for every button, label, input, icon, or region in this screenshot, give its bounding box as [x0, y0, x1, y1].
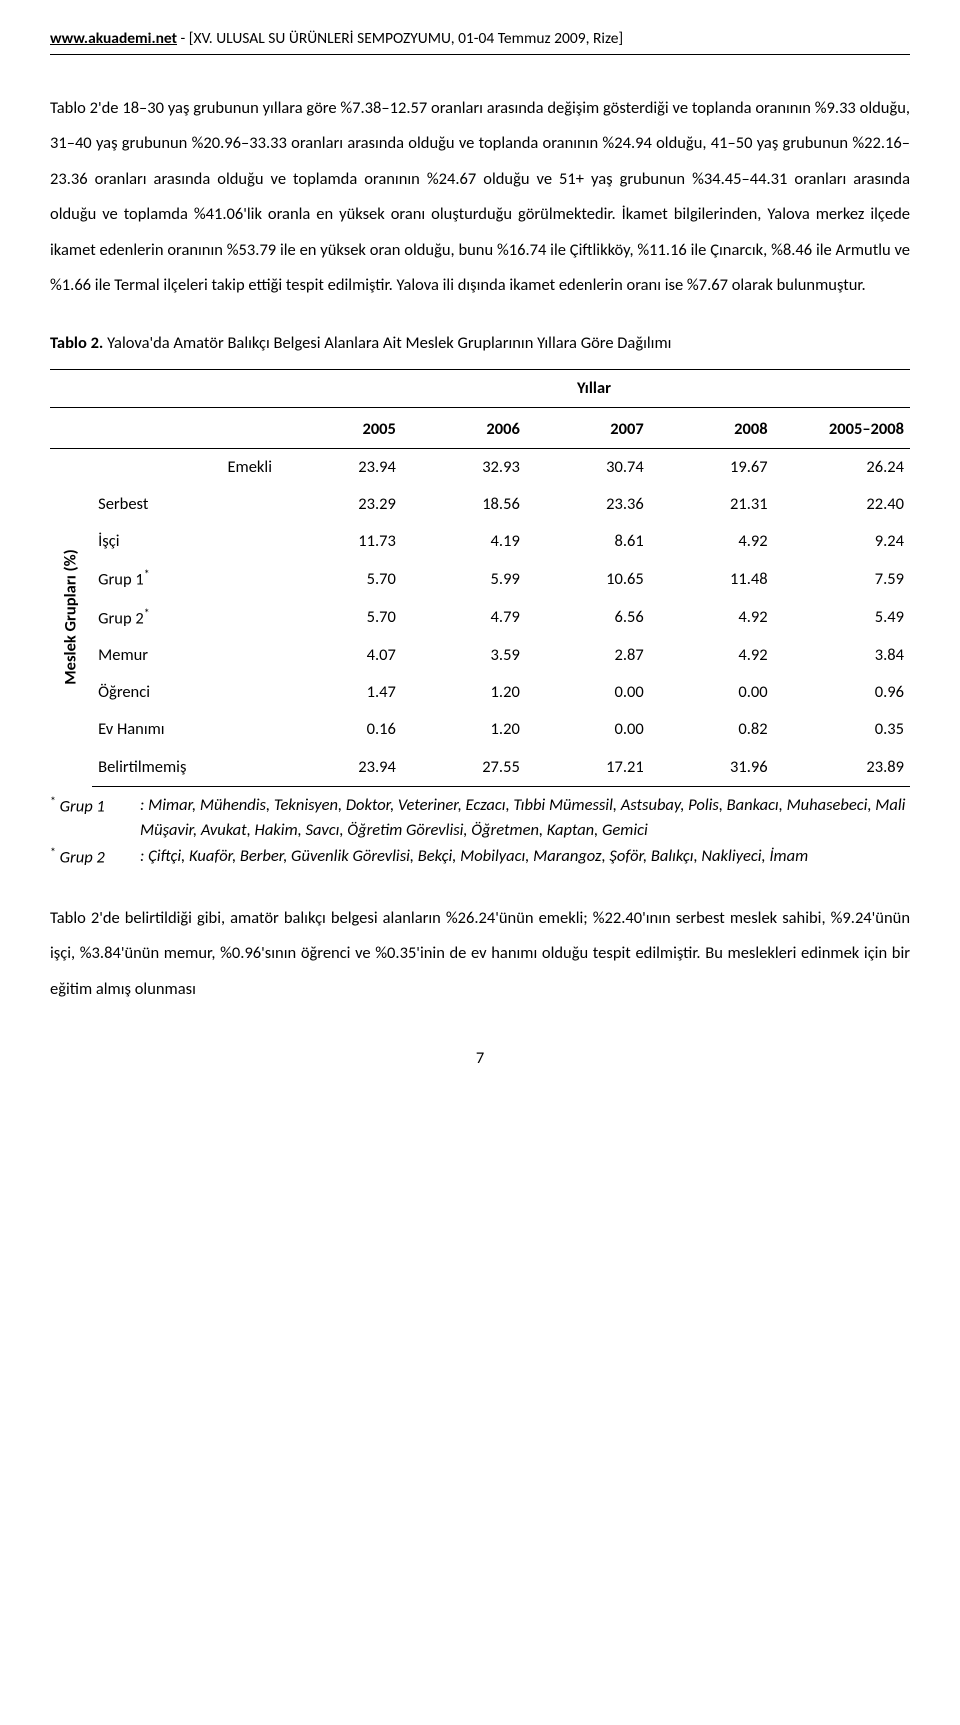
cell: 27.55 — [402, 749, 526, 787]
cell: 0.00 — [526, 674, 650, 711]
table-row: Meslek Grupları (%)Emekli23.9432.9330.74… — [50, 448, 910, 486]
cell: 0.16 — [278, 711, 402, 748]
cell: 8.61 — [526, 523, 650, 560]
cell: 21.31 — [650, 486, 774, 523]
col-2008: 2008 — [650, 407, 774, 448]
table-wrap: Yıllar 2005 2006 2007 2008 2005–2008 Mes… — [50, 369, 910, 787]
cell: 7.59 — [774, 560, 910, 599]
header-site: www.akuademi.net — [50, 29, 177, 48]
cell: 4.79 — [402, 599, 526, 638]
cell: 17.21 — [526, 749, 650, 787]
header-divider — [50, 54, 910, 55]
cell: 23.29 — [278, 486, 402, 523]
footnote-text: : Mimar, Mühendis, Teknisyen, Doktor, Ve… — [140, 793, 910, 844]
table-row: Serbest23.2918.5623.3621.3122.40 — [50, 486, 910, 523]
table-row: Öğrenci1.471.200.000.000.96 — [50, 674, 910, 711]
cell: 19.67 — [650, 448, 774, 486]
caption-rest: Yalova'da Amatör Balıkçı Belgesi Alanlar… — [103, 333, 671, 353]
paragraph-1: Tablo 2'de 18–30 yaş grubunun yıllara gö… — [50, 91, 910, 304]
table-row: Memur4.073.592.874.923.84 — [50, 637, 910, 674]
page-number: 7 — [50, 1047, 910, 1070]
cell: 9.24 — [774, 523, 910, 560]
cell: 32.93 — [402, 448, 526, 486]
cell: 1.20 — [402, 711, 526, 748]
cell: 5.49 — [774, 599, 910, 638]
columns-super-header: Yıllar — [278, 369, 910, 407]
cell: 4.19 — [402, 523, 526, 560]
caption-lead: Tablo 2. — [50, 333, 103, 353]
row-label: Memur — [92, 637, 278, 674]
footnote-key: * Grup 1 — [50, 793, 140, 844]
vertical-axis-label-cell: Meslek Grupları (%) — [50, 448, 92, 786]
cell: 4.92 — [650, 523, 774, 560]
cell: 5.70 — [278, 560, 402, 599]
row-label: Öğrenci — [92, 674, 278, 711]
cell: 23.94 — [278, 448, 402, 486]
table-footnotes: * Grup 1: Mimar, Mühendis, Teknisyen, Do… — [50, 793, 910, 871]
cell: 0.96 — [774, 674, 910, 711]
col-2006: 2006 — [402, 407, 526, 448]
footnote-text: : Çiftçi, Kuaför, Berber, Güvenlik Görev… — [140, 844, 910, 871]
cell: 11.73 — [278, 523, 402, 560]
table-row: Belirtilmemiş23.9427.5517.2131.9623.89 — [50, 749, 910, 787]
row-label: Ev Hanımı — [92, 711, 278, 748]
row-label: Emekli — [92, 448, 278, 486]
cell: 10.65 — [526, 560, 650, 599]
cell: 0.00 — [650, 674, 774, 711]
table-row: İşçi11.734.198.614.929.24 — [50, 523, 910, 560]
cell: 3.84 — [774, 637, 910, 674]
cell: 0.00 — [526, 711, 650, 748]
header-rest: - [XV. ULUSAL SU ÜRÜNLERİ SEMPOZYUMU, 01… — [177, 29, 623, 48]
cell: 0.82 — [650, 711, 774, 748]
cell: 3.59 — [402, 637, 526, 674]
table-body: Meslek Grupları (%)Emekli23.9432.9330.74… — [50, 448, 910, 786]
footnote-row: * Grup 1: Mimar, Mühendis, Teknisyen, Do… — [50, 793, 910, 844]
cell: 11.48 — [650, 560, 774, 599]
cell: 1.20 — [402, 674, 526, 711]
row-label: Belirtilmemiş — [92, 749, 278, 787]
cell: 5.70 — [278, 599, 402, 638]
cell: 26.24 — [774, 448, 910, 486]
cell: 5.99 — [402, 560, 526, 599]
row-label: Serbest — [92, 486, 278, 523]
col-2005: 2005 — [278, 407, 402, 448]
vertical-axis-label: Meslek Grupları (%) — [60, 550, 83, 686]
cell: 22.40 — [774, 486, 910, 523]
cell: 6.56 — [526, 599, 650, 638]
cell: 4.92 — [650, 599, 774, 638]
cell: 1.47 — [278, 674, 402, 711]
row-label: İşçi — [92, 523, 278, 560]
table-row: Grup 2*5.704.796.564.925.49 — [50, 599, 910, 638]
cell: 23.89 — [774, 749, 910, 787]
page-header: www.akuademi.net - [XV. ULUSAL SU ÜRÜNLE… — [50, 28, 910, 50]
col-2007: 2007 — [526, 407, 650, 448]
cell: 0.35 — [774, 711, 910, 748]
table-row: Grup 1*5.705.9910.6511.487.59 — [50, 560, 910, 599]
col-total: 2005–2008 — [774, 407, 910, 448]
cell: 31.96 — [650, 749, 774, 787]
cell: 23.94 — [278, 749, 402, 787]
cell: 4.92 — [650, 637, 774, 674]
cell: 4.07 — [278, 637, 402, 674]
occupation-table: Yıllar 2005 2006 2007 2008 2005–2008 Mes… — [50, 369, 910, 787]
table-row: Ev Hanımı0.161.200.000.820.35 — [50, 711, 910, 748]
row-label: Grup 1* — [92, 560, 278, 599]
cell: 2.87 — [526, 637, 650, 674]
row-label: Grup 2* — [92, 599, 278, 638]
paragraph-2: Tablo 2'de belirtildiği gibi, amatör bal… — [50, 901, 910, 1007]
footnote-key: * Grup 2 — [50, 844, 140, 871]
cell: 18.56 — [402, 486, 526, 523]
cell: 23.36 — [526, 486, 650, 523]
table-caption: Tablo 2. Yalova'da Amatör Balıkçı Belges… — [50, 332, 910, 355]
cell: 30.74 — [526, 448, 650, 486]
footnote-row: * Grup 2: Çiftçi, Kuaför, Berber, Güvenl… — [50, 844, 910, 871]
